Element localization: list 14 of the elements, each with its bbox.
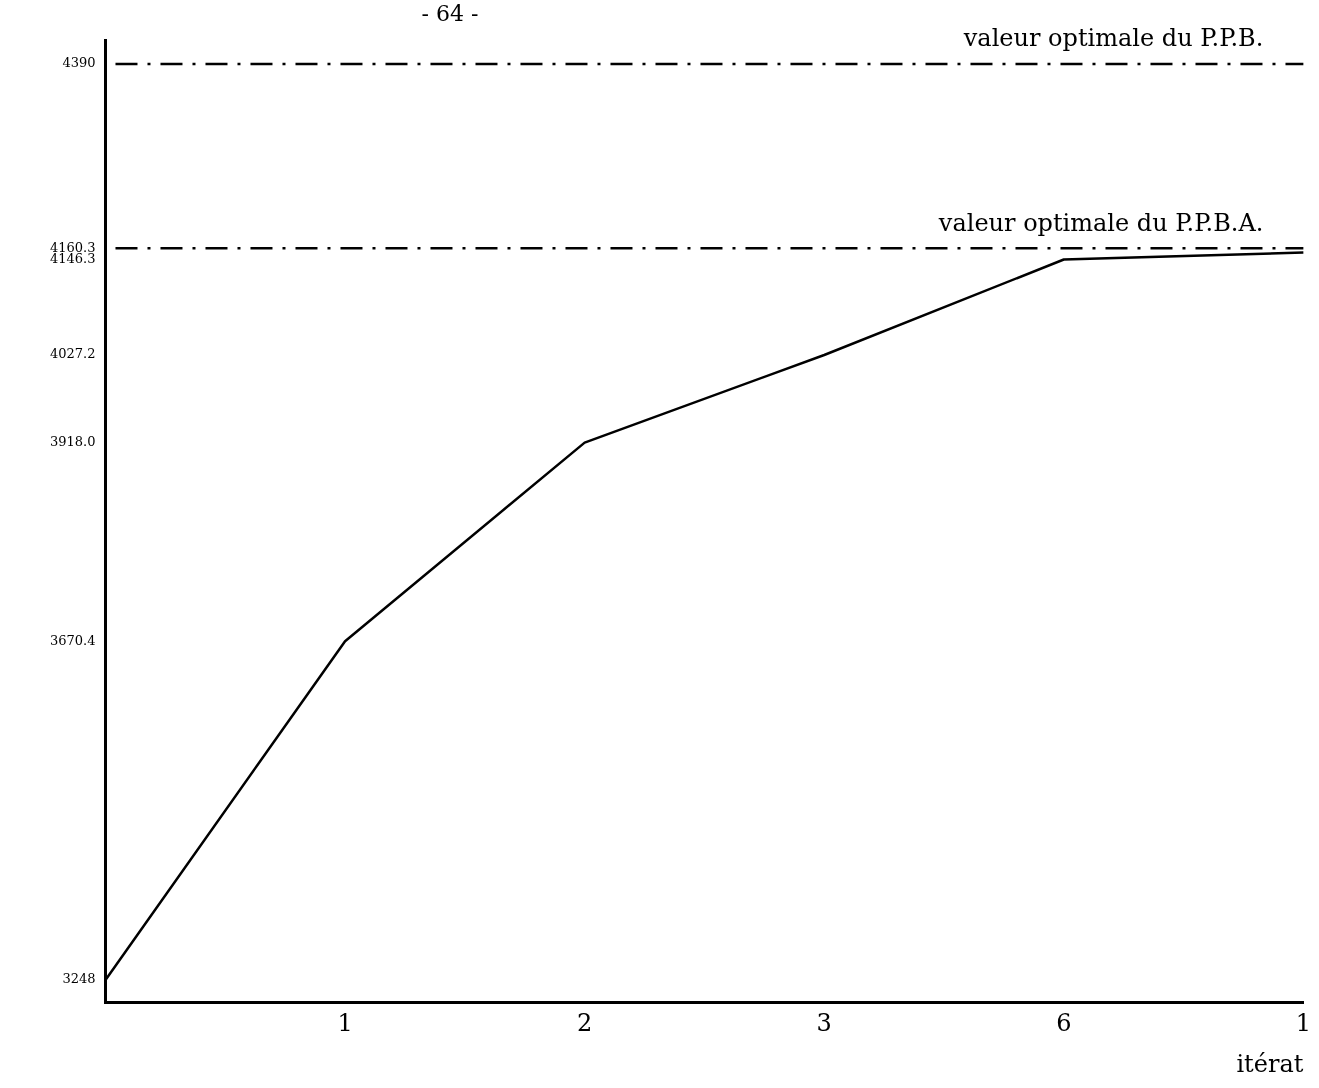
- y-tick-label: 3248: [62, 971, 96, 987]
- x-tick-label: 2: [577, 1009, 593, 1038]
- ref-line-label: valeur optimale du P.P.B.A.: [937, 208, 1264, 237]
- x-axis-title: itérat: [1236, 1049, 1304, 1078]
- y-tick-label: 4390: [62, 55, 96, 71]
- x-tick-label: 6: [1056, 1009, 1072, 1038]
- y-tick-label: 4027.2: [49, 346, 96, 362]
- y-tick-label: 3670.4: [49, 632, 96, 648]
- x-tick-label: 1: [1295, 1009, 1312, 1038]
- text: - 64 -: [421, 0, 479, 26]
- ref-line-label: valeur optimale du P.P.B.: [962, 24, 1264, 53]
- y-tick-label: 3918.0: [49, 433, 96, 449]
- x-tick-label: 3: [816, 1009, 832, 1038]
- x-tick-label: 1: [337, 1009, 353, 1038]
